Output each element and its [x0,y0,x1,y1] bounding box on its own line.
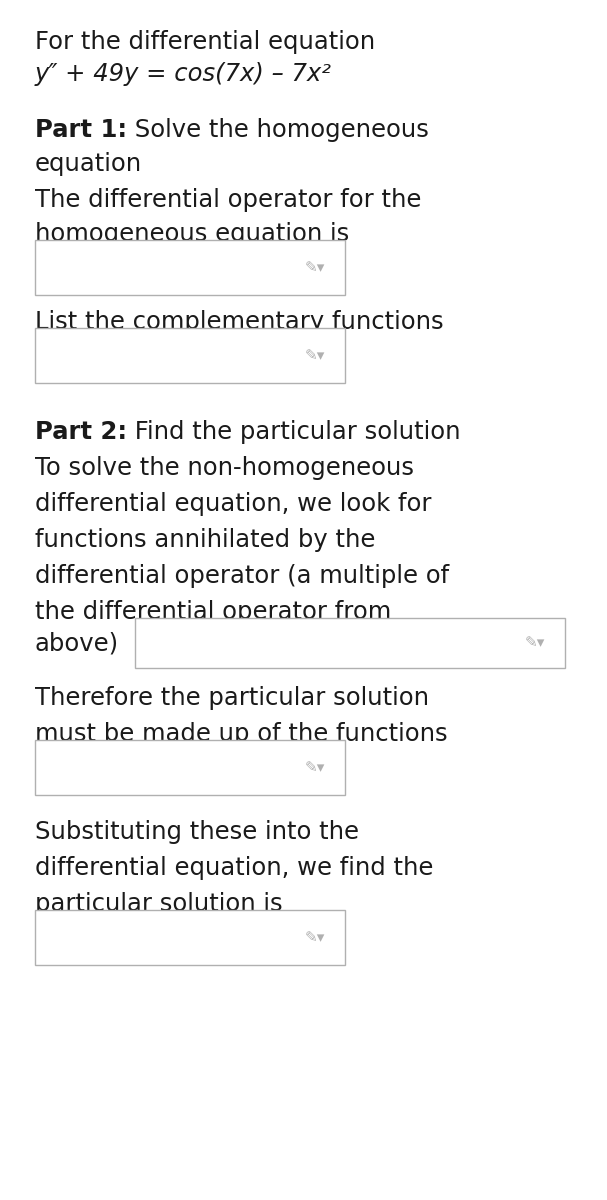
Text: List the complementary functions: List the complementary functions [35,310,444,334]
Text: ✎▾: ✎▾ [525,636,545,650]
Text: equation: equation [35,152,142,176]
Bar [35,740,345,794]
Text: The differential operator for the: The differential operator for the [35,188,421,212]
Text: differential equation, we find the: differential equation, we find the [35,856,433,880]
Text: Part 1:: Part 1: [35,118,127,142]
Text: differential equation, we look for: differential equation, we look for [35,492,432,516]
Bar [35,910,345,965]
Text: the differential operator from: the differential operator from [35,600,392,624]
Text: y″ + 49y = cos(7x) – 7x²: y″ + 49y = cos(7x) – 7x² [35,62,332,86]
Bar [35,328,345,383]
Text: Solve the homogeneous: Solve the homogeneous [127,118,429,142]
Bar [35,240,345,295]
Text: To solve the non-homogeneous: To solve the non-homogeneous [35,456,414,480]
Text: For the differential equation: For the differential equation [35,30,375,54]
Text: homogeneous equation is: homogeneous equation is [35,222,349,246]
Text: ✎▾: ✎▾ [305,760,325,775]
Text: particular solution is: particular solution is [35,892,283,916]
Text: differential operator (a multiple of: differential operator (a multiple of [35,564,449,588]
Text: Find the particular solution: Find the particular solution [127,420,461,444]
Text: ✎▾: ✎▾ [305,930,325,946]
Text: ✎▾: ✎▾ [305,348,325,362]
Text: Part 2:: Part 2: [35,420,127,444]
Bar [135,618,565,668]
Text: ✎▾: ✎▾ [305,260,325,275]
Text: Substituting these into the: Substituting these into the [35,820,359,844]
Text: must be made up of the functions: must be made up of the functions [35,722,447,746]
Text: Therefore the particular solution: Therefore the particular solution [35,686,429,710]
Text: above): above) [35,631,119,655]
Text: functions annihilated by the: functions annihilated by the [35,528,375,552]
